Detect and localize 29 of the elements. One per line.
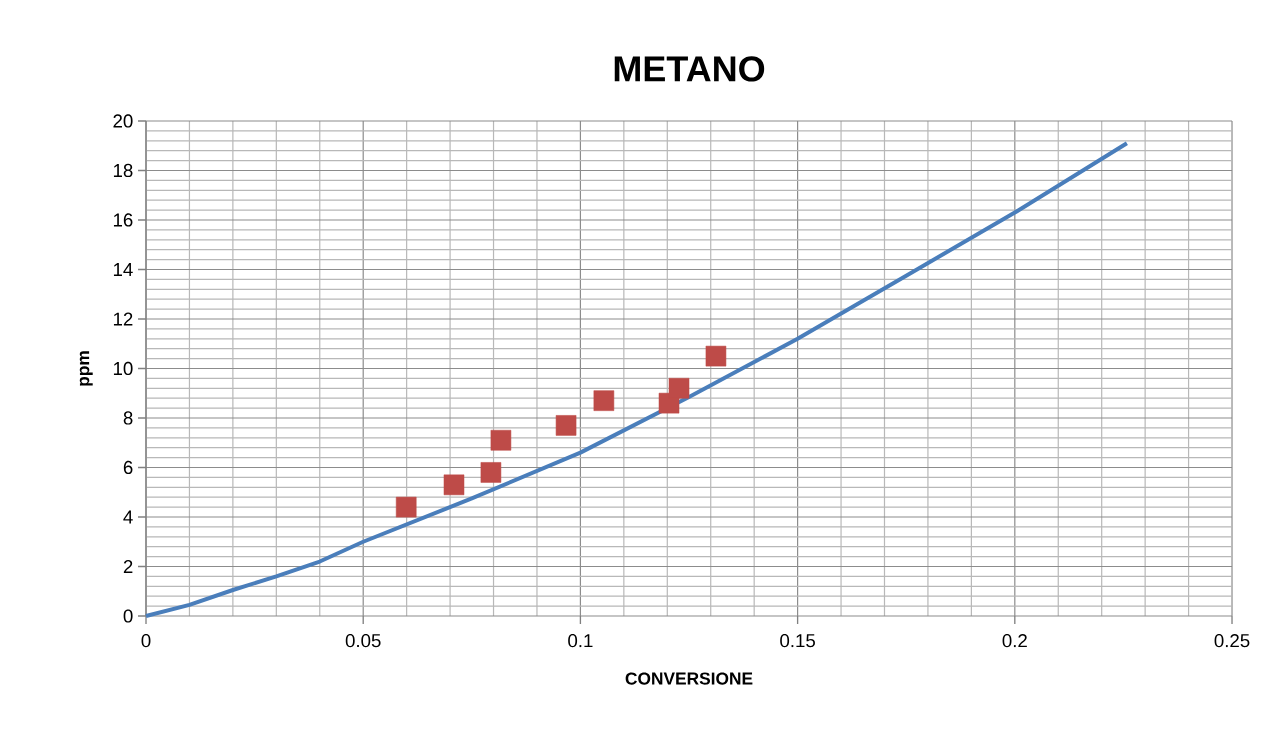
x-tick-label: 0 [141, 634, 151, 648]
x-tick-label: 0.2 [1002, 634, 1027, 648]
point [668, 378, 690, 399]
line-series [144, 141, 1129, 618]
point [480, 462, 502, 483]
x-tick-label: 0.15 [780, 634, 815, 648]
y-axis-title: ppm [79, 351, 93, 386]
y-tick-label: 4 [123, 510, 133, 524]
point [593, 390, 615, 411]
point [443, 474, 465, 496]
x-tick-label: 0.25 [1214, 634, 1250, 648]
point [705, 345, 727, 367]
x-tick-label: 0.1 [568, 634, 593, 648]
y-tick-label: 12 [113, 312, 133, 326]
y-tick-label: 6 [123, 460, 133, 475]
x-axis-title: CONVERSIONE [625, 672, 753, 685]
y-tick-label: 20 [113, 114, 133, 128]
chart-title: METANO [614, 56, 765, 82]
y-tick-label: 8 [123, 411, 133, 425]
y-tick-label: 2 [123, 559, 133, 574]
x-tick-label: 0.05 [345, 634, 381, 648]
point [555, 415, 577, 436]
y-tick-label: 16 [113, 213, 133, 227]
y-tick-label: 0 [123, 609, 133, 623]
y-tick-label: 18 [113, 163, 133, 178]
y-tick-label: 10 [113, 361, 133, 376]
point [395, 496, 417, 518]
y-tick-label: 14 [113, 263, 133, 276]
point [490, 430, 512, 451]
